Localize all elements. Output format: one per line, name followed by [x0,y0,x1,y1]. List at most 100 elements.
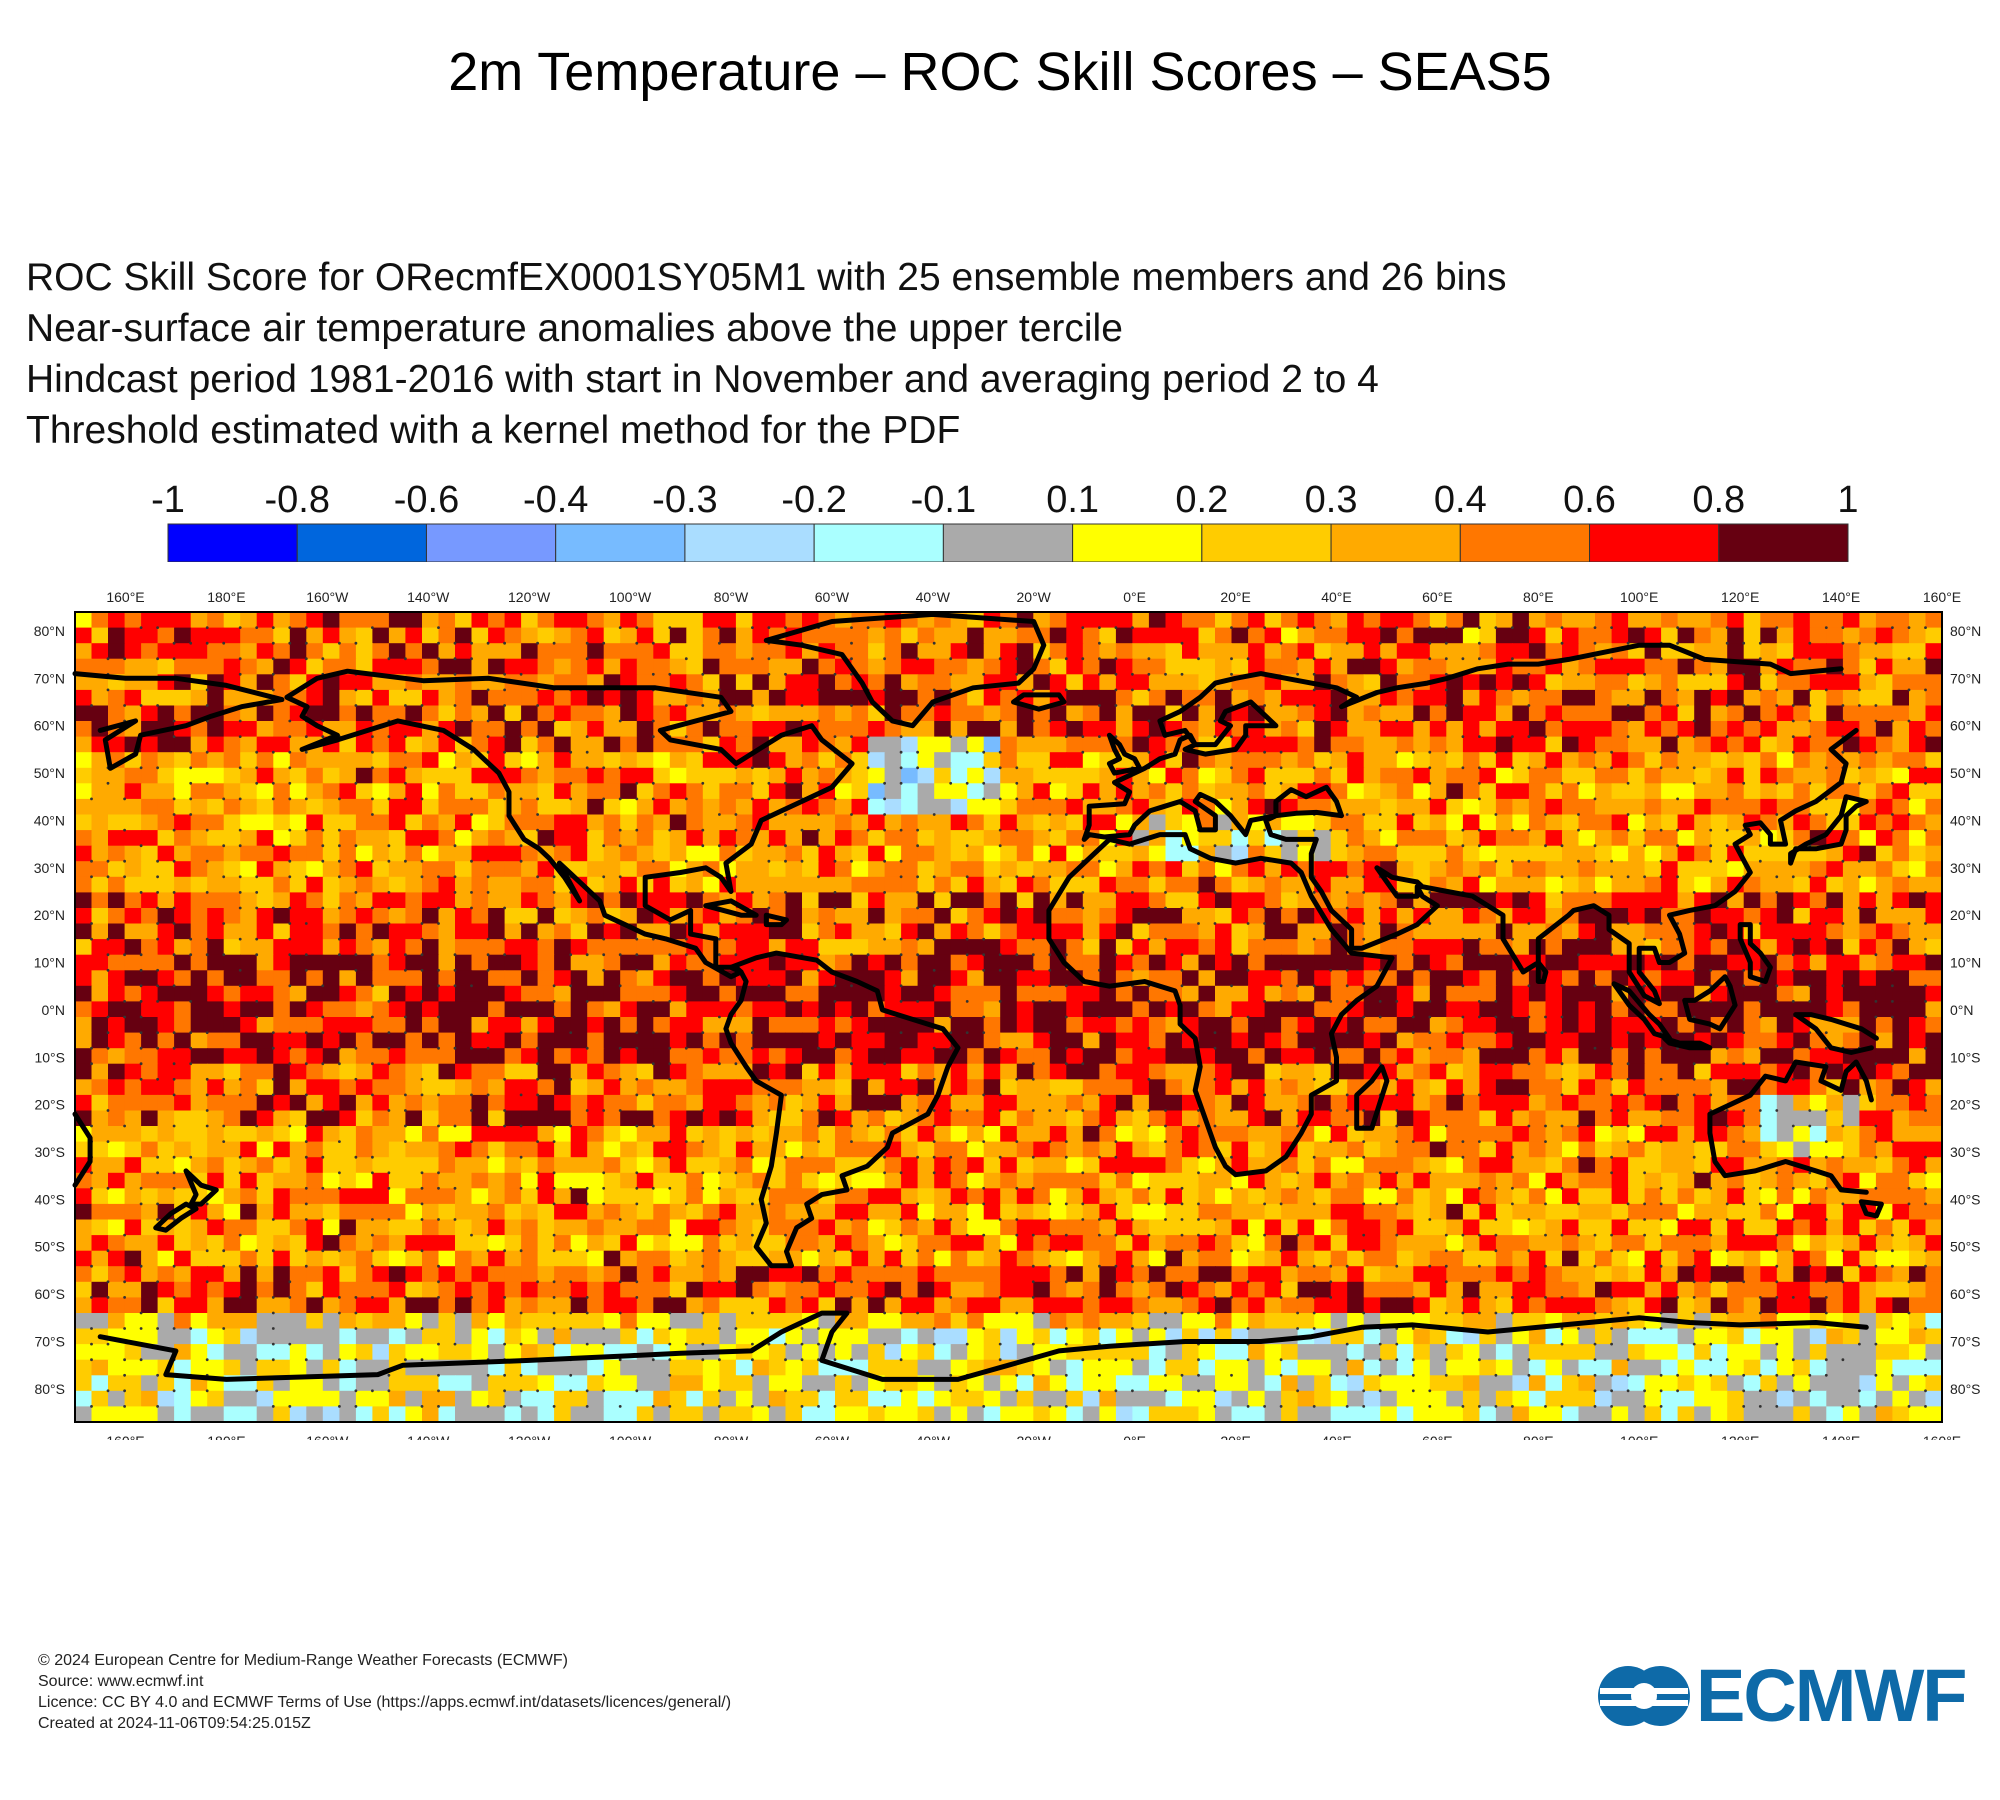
grid-cell [1248,1219,1266,1236]
grid-cell [868,767,886,784]
grid-cell [1000,954,1018,971]
grid-cell [868,674,886,691]
grid-cell [1049,1048,1067,1065]
grid-cell [190,1110,208,1127]
grid-cell [521,1219,539,1236]
grid-cell [1661,814,1679,831]
grid-cell [735,612,753,629]
grid-cell [223,1001,241,1018]
grid-cell [1231,1048,1249,1065]
grid-cell [752,798,770,816]
grid-cell [1545,1063,1563,1080]
grid-cell [240,1235,258,1252]
grid-cell [108,1032,126,1049]
grid-cell [256,970,274,987]
grid-cell [1066,798,1084,816]
grid-cell [322,658,340,675]
grid-cell [1710,845,1728,862]
grid-cell [1363,876,1381,893]
grid-cell [388,814,406,831]
grid-cell [1248,1048,1266,1065]
grid-cell [1512,1126,1530,1143]
grid-cell [1033,908,1051,925]
grid-cell [1148,1250,1166,1267]
grid-cell [1231,985,1249,1002]
grid-cell [686,985,704,1002]
grid-cell [1016,798,1034,816]
grid-cell [587,627,605,644]
grid-cell [1776,1203,1794,1221]
grid-cell [1363,1188,1381,1205]
grid-cell [719,1266,737,1283]
grid-cell [1661,689,1679,707]
grid-cell [240,674,258,691]
grid-cell [91,1157,109,1174]
grid-cell [1429,658,1447,675]
grid-cell [983,643,1001,660]
grid-cell [1347,705,1365,722]
grid-cell [1000,1157,1018,1174]
grid-cell [1595,1126,1613,1143]
grid-cell [901,1079,919,1096]
grid-cell [1578,1250,1596,1267]
grid-cell [521,705,539,722]
grid-cell [1462,1172,1480,1189]
grid-cell [785,1203,803,1221]
grid-cell [1099,923,1117,940]
grid-cell [603,923,621,940]
grid-cell [1842,705,1860,722]
grid-cell [1875,1126,1893,1143]
grid-cell [917,1250,935,1267]
grid-cell [1182,1281,1200,1298]
grid-cell [1281,627,1299,644]
grid-cell [1462,830,1480,847]
grid-cell [1248,1188,1266,1205]
grid-cell [768,814,786,831]
grid-cell [388,1001,406,1018]
grid-cell [1694,1188,1712,1205]
grid-cell [851,1235,869,1252]
grid-cell [1413,736,1431,753]
grid-cell [1611,658,1629,675]
grid-cell [1165,643,1183,660]
grid-cell [1215,658,1233,675]
grid-cell [256,892,274,909]
grid-cell [207,1219,225,1236]
grid-cell [488,643,506,660]
skill-score-map[interactable]: 160°E160°E180°E180°E160°W160°W140°W140°W… [0,580,2000,1440]
grid-cell [1793,1172,1811,1189]
grid-cell [1727,1110,1745,1127]
grid-cell [455,721,473,738]
grid-cell [1545,721,1563,738]
grid-cell [1000,643,1018,660]
grid-cell [1611,892,1629,909]
grid-cell [438,861,456,878]
grid-cell [1909,612,1927,629]
grid-cell [1793,1281,1811,1298]
grid-cell [1875,705,1893,722]
grid-cell [1115,689,1133,707]
grid-cell [1115,814,1133,831]
grid-cell [405,876,423,893]
grid-cell [1066,923,1084,940]
grid-cell [1875,643,1893,660]
grid-cell [851,1126,869,1143]
grid-cell [1330,1110,1348,1127]
grid-cell [1297,939,1315,956]
grid-cell [157,830,175,847]
grid-cell [1314,1188,1332,1205]
grid-cell [174,783,192,800]
grid-cell [1000,752,1018,769]
grid-cell [636,954,654,971]
grid-cell [1413,783,1431,800]
grid-cell [1446,1094,1464,1112]
grid-cell [851,939,869,956]
grid-cell [620,876,638,893]
grid-cell [1859,1235,1877,1252]
grid-cell [1462,1219,1480,1236]
grid-cell [124,783,142,800]
grid-cell [1429,689,1447,707]
grid-cell [1628,627,1646,644]
grid-cell [719,612,737,629]
grid-cell [289,1250,307,1267]
